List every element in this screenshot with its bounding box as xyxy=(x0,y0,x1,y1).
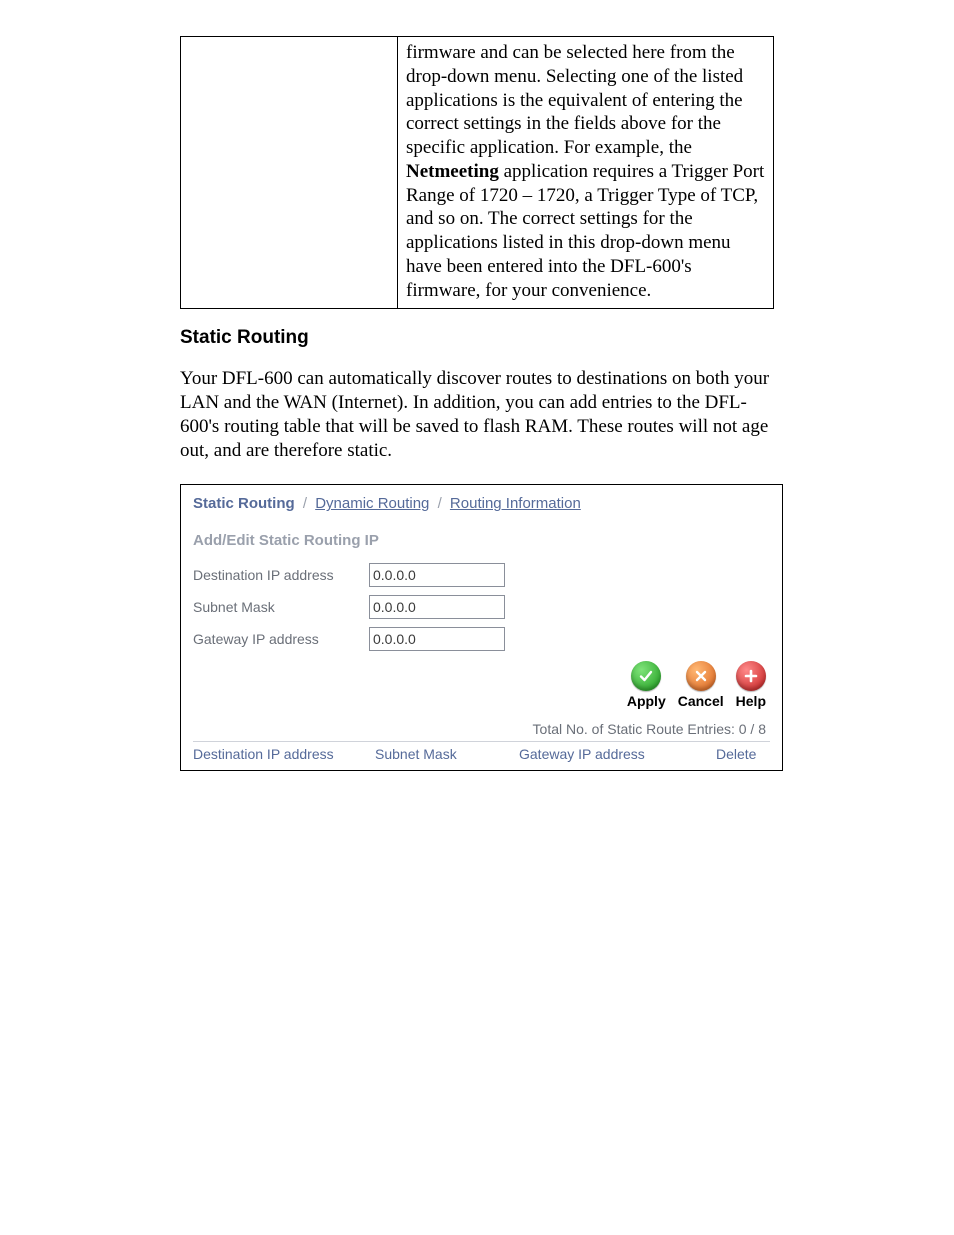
app-description-table: firmware and can be selected here from t… xyxy=(180,36,774,309)
static-routing-panel: Static Routing / Dynamic Routing / Routi… xyxy=(180,484,783,771)
plus-icon xyxy=(736,661,766,691)
col-delete: Delete xyxy=(716,746,770,762)
check-icon xyxy=(631,661,661,691)
tab-dynamic-routing[interactable]: Dynamic Routing xyxy=(315,495,429,512)
entries-count: Total No. of Static Route Entries: 0 / 8 xyxy=(193,721,766,737)
col-gateway-ip: Gateway IP address xyxy=(519,746,716,762)
apply-button[interactable]: Apply xyxy=(627,661,666,709)
tab-routing-information[interactable]: Routing Information xyxy=(450,495,581,512)
col-destination-ip: Destination IP address xyxy=(193,746,375,762)
destination-ip-input[interactable] xyxy=(369,563,505,587)
gateway-ip-label: Gateway IP address xyxy=(193,631,369,647)
routing-tabs: Static Routing / Dynamic Routing / Routi… xyxy=(193,495,770,512)
action-buttons: Apply Cancel Help xyxy=(193,661,766,709)
apply-label: Apply xyxy=(627,693,666,709)
static-routing-heading: Static Routing xyxy=(180,327,774,349)
tab-separator: / xyxy=(303,495,307,512)
route-table-headers: Destination IP address Subnet Mask Gatew… xyxy=(193,741,770,762)
tab-separator: / xyxy=(438,495,442,512)
x-icon xyxy=(686,661,716,691)
row-gateway-ip: Gateway IP address xyxy=(193,627,770,651)
cancel-button[interactable]: Cancel xyxy=(678,661,724,709)
add-edit-heading: Add/Edit Static Routing IP xyxy=(193,532,770,549)
help-button[interactable]: Help xyxy=(736,661,766,709)
cancel-label: Cancel xyxy=(678,693,724,709)
app-table-right-cell: firmware and can be selected here from t… xyxy=(398,37,774,309)
subnet-mask-label: Subnet Mask xyxy=(193,599,369,615)
col-subnet-mask: Subnet Mask xyxy=(375,746,519,762)
static-routing-paragraph: Your DFL-600 can automatically discover … xyxy=(180,367,774,462)
row-subnet-mask: Subnet Mask xyxy=(193,595,770,619)
app-table-left-cell xyxy=(181,37,398,309)
subnet-mask-input[interactable] xyxy=(369,595,505,619)
app-text-bold: Netmeeting xyxy=(406,161,499,182)
app-text-before: firmware and can be selected here from t… xyxy=(406,42,743,158)
tab-static-routing[interactable]: Static Routing xyxy=(193,495,295,512)
gateway-ip-input[interactable] xyxy=(369,627,505,651)
destination-ip-label: Destination IP address xyxy=(193,567,369,583)
help-label: Help xyxy=(736,693,766,709)
row-destination-ip: Destination IP address xyxy=(193,563,770,587)
